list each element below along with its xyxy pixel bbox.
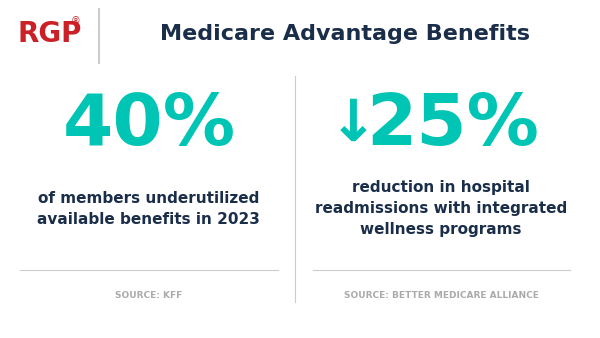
Text: Medicare Advantage Benefits: Medicare Advantage Benefits [160,24,530,44]
Text: 40%: 40% [62,91,235,160]
Text: SOURCE: KFF: SOURCE: KFF [115,291,182,300]
Text: ↓: ↓ [329,96,378,153]
Text: reduction in hospital
readmissions with integrated
wellness programs: reduction in hospital readmissions with … [315,180,568,237]
Text: SOURCE: BETTER MEDICARE ALLIANCE: SOURCE: BETTER MEDICARE ALLIANCE [344,291,539,300]
Text: of members underutilized
available benefits in 2023: of members underutilized available benef… [37,191,260,227]
Text: 25%: 25% [367,91,539,160]
Text: RGP: RGP [17,20,82,48]
Text: ®: ® [71,16,81,26]
